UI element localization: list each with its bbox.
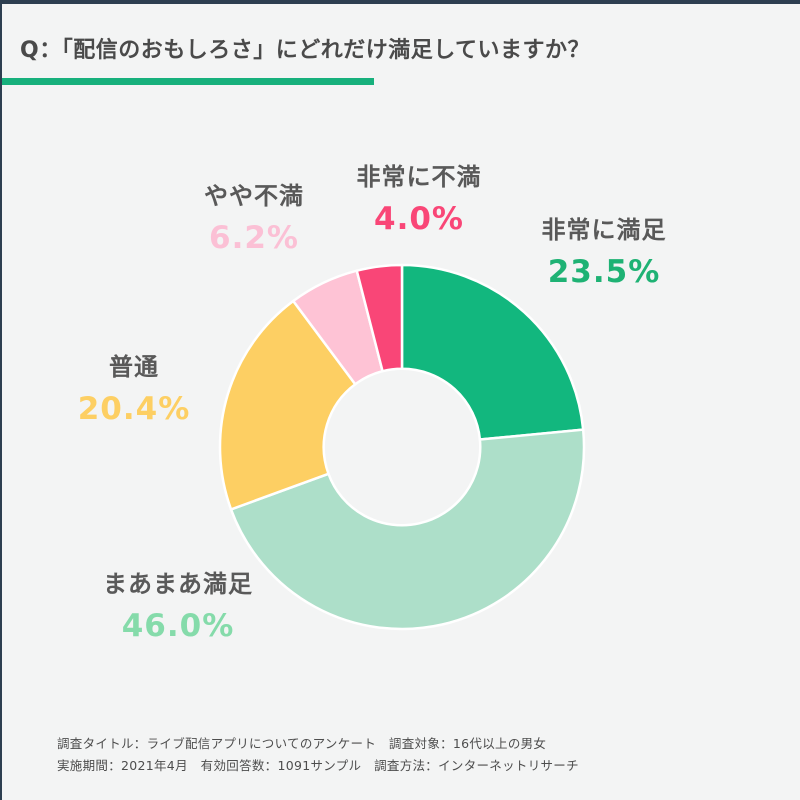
label-very-satisfied-value: 23.5%	[547, 253, 661, 290]
donut-segment-1	[229, 428, 586, 631]
label-somewhat-dissatisfied-name: やや不満	[204, 182, 304, 210]
survey-metadata-line2: 実施期間：2021年4月 有効回答数：1091サンプル 調査方法：インターネット…	[57, 757, 579, 773]
label-neutral-value: 20.4%	[77, 390, 191, 427]
donut-chart-container	[210, 255, 594, 639]
title-underline-bar	[2, 78, 374, 85]
label-very-dissatisfied-value: 4.0%	[374, 200, 464, 237]
donut-segment-2	[218, 299, 357, 511]
label-neutral-name: 普通	[109, 353, 159, 381]
donut-chart	[218, 263, 586, 631]
donut-segment-0	[400, 263, 585, 441]
label-somewhat-dissatisfied-value: 6.2%	[209, 219, 299, 256]
label-somewhat-satisfied-value: 46.0%	[121, 607, 235, 644]
label-somewhat-satisfied: まあまあ満足 46.0%	[58, 570, 298, 643]
page-title: Q：「配信のおもしろさ」にどれだけ満足していますか？	[20, 38, 591, 63]
label-neutral: 普通 20.4%	[14, 353, 254, 426]
label-very-satisfied-name: 非常に満足	[541, 216, 667, 244]
survey-metadata: 調査タイトル：ライブ配信アプリについてのアンケート 調査対象：16代以上の男女 …	[57, 733, 579, 776]
donut-segment-4	[355, 263, 404, 373]
label-somewhat-satisfied-name: まあまあ満足	[103, 570, 253, 598]
label-somewhat-dissatisfied: やや不満 6.2%	[134, 182, 374, 255]
label-very-dissatisfied-name: 非常に不満	[356, 163, 482, 191]
survey-metadata-line1: 調査タイトル：ライブ配信アプリについてのアンケート 調査対象：16代以上の男女	[57, 736, 547, 751]
label-very-dissatisfied: 非常に不満 4.0%	[299, 163, 539, 236]
label-very-satisfied: 非常に満足 23.5%	[484, 216, 724, 289]
